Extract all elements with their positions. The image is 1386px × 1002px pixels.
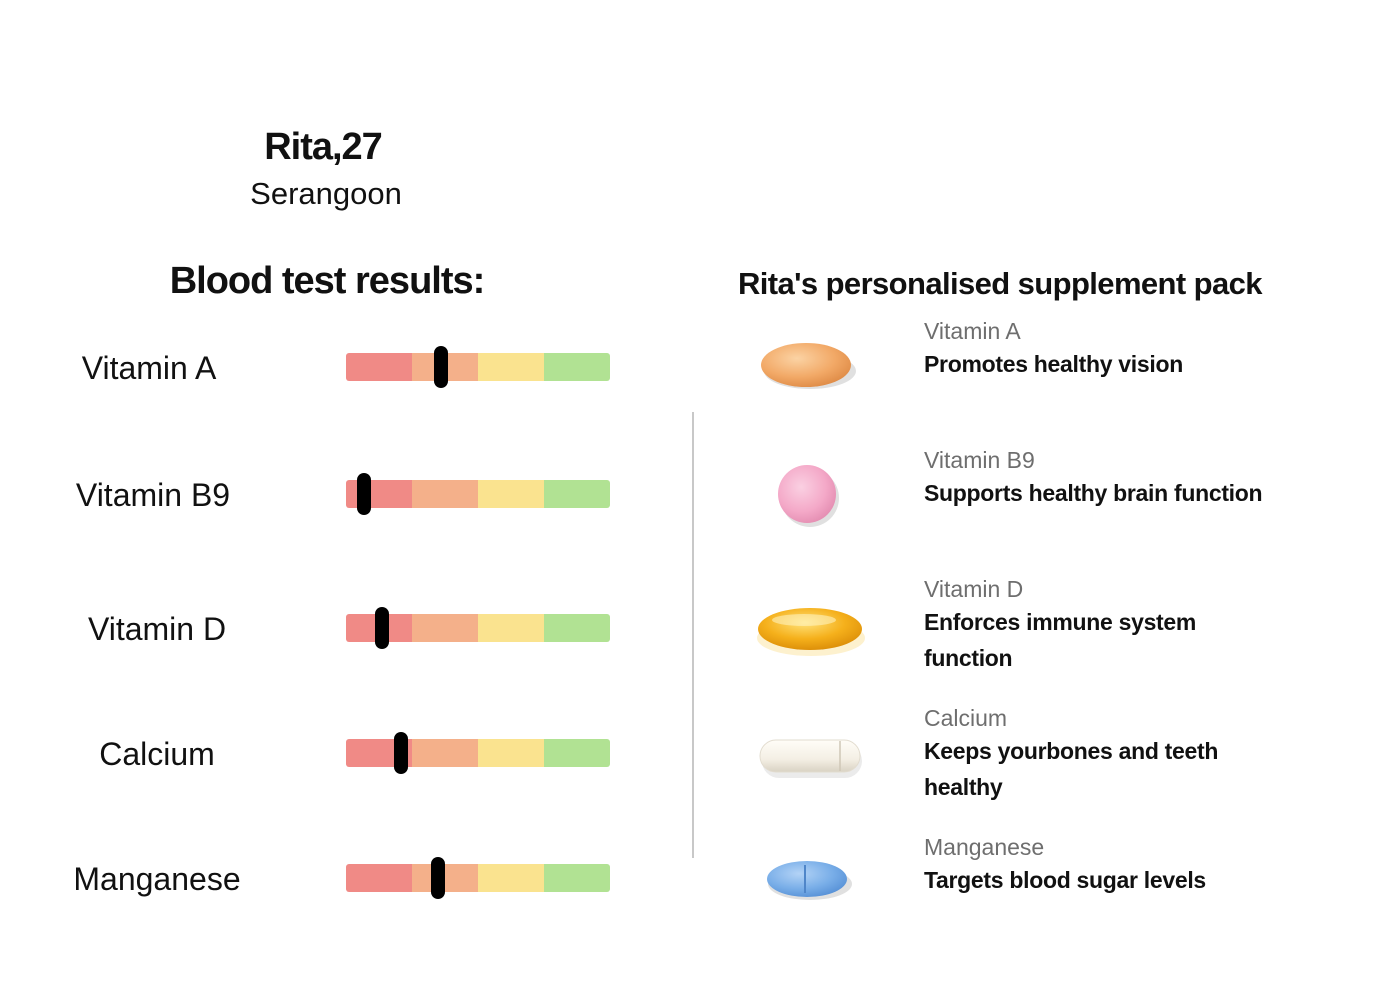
- bar-segment-below: [412, 739, 478, 767]
- level-marker: [374, 607, 389, 649]
- bar-segment-below: [412, 614, 478, 642]
- profile-name: Rita,27: [264, 126, 383, 168]
- blue-scored-tablet-icon: [767, 861, 852, 900]
- blood-test-title: Blood test results:: [169, 260, 486, 302]
- bar-segment-good: [544, 614, 610, 642]
- level-bar: [346, 480, 610, 508]
- supplement-pack-title: Rita's personalised supplement pack: [738, 266, 1262, 301]
- supplement-name: Vitamin B9: [924, 447, 1035, 473]
- supplement-description: Keeps yourbones and teeth healthy: [924, 738, 1219, 800]
- level-marker: [394, 732, 409, 774]
- orange-oval-tablet-icon: [761, 343, 856, 389]
- bar-segment-good: [544, 353, 610, 381]
- bar-segment-fair: [478, 864, 544, 892]
- supplement-description: Supports healthy brain function: [924, 480, 1263, 506]
- bar-segment-fair: [478, 739, 544, 767]
- level-marker: [431, 857, 446, 899]
- yellow-softgel-icon: [757, 608, 865, 656]
- level-marker: [357, 473, 372, 515]
- level-marker: [434, 346, 449, 388]
- bar-segment-good: [544, 480, 610, 508]
- supplement-description: Promotes healthy vision: [924, 351, 1183, 377]
- bar-segment-fair: [478, 480, 544, 508]
- level-bar: [346, 864, 610, 892]
- bar-segment-low: [346, 353, 412, 381]
- supplement-name: Calcium: [924, 705, 1008, 731]
- bar-segment-fair: [478, 614, 544, 642]
- supplement-description: Targets blood sugar levels: [924, 867, 1206, 893]
- column-divider: [692, 412, 694, 858]
- nutrient-label: Vitamin D: [87, 611, 227, 647]
- bar-segment-good: [544, 864, 610, 892]
- nutrient-label: Manganese: [73, 861, 241, 897]
- nutrient-label: Vitamin A: [81, 350, 217, 386]
- bar-segment-below: [412, 480, 478, 508]
- pink-round-tablet-icon: [778, 465, 839, 527]
- supplement-name: Vitamin A: [924, 318, 1021, 344]
- level-bar: [346, 739, 610, 767]
- nutrient-label: Vitamin B9: [75, 477, 231, 513]
- profile-location: Serangoon: [250, 176, 402, 211]
- supplement-name: Vitamin D: [924, 576, 1024, 602]
- white-capsule-icon: [759, 739, 862, 778]
- bar-segment-good: [544, 739, 610, 767]
- supplement-name: Manganese: [924, 834, 1045, 860]
- supplement-description: Enforces immune system function: [924, 609, 1197, 671]
- bar-segment-fair: [478, 353, 544, 381]
- nutrient-label: Calcium: [99, 736, 215, 772]
- bar-segment-low: [346, 480, 412, 508]
- level-bar: [346, 353, 610, 381]
- bar-segment-low: [346, 864, 412, 892]
